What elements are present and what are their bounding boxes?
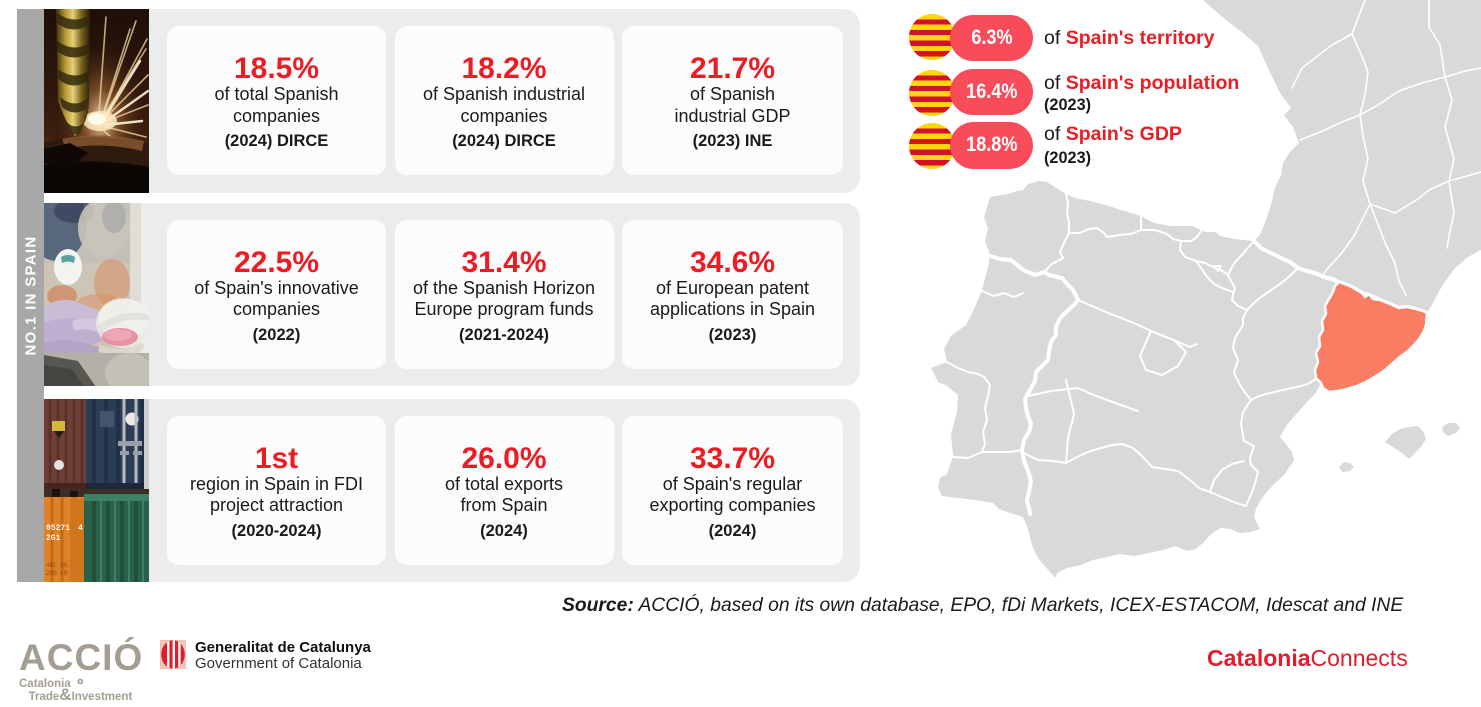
svg-text:4: 4: [78, 524, 83, 533]
svg-text:29G LB: 29G LB: [46, 570, 68, 577]
svg-text:05271: 05271: [46, 524, 70, 533]
svg-text:4BC BG: 4BC BG: [46, 562, 68, 569]
svg-text:2G1: 2G1: [46, 534, 61, 543]
